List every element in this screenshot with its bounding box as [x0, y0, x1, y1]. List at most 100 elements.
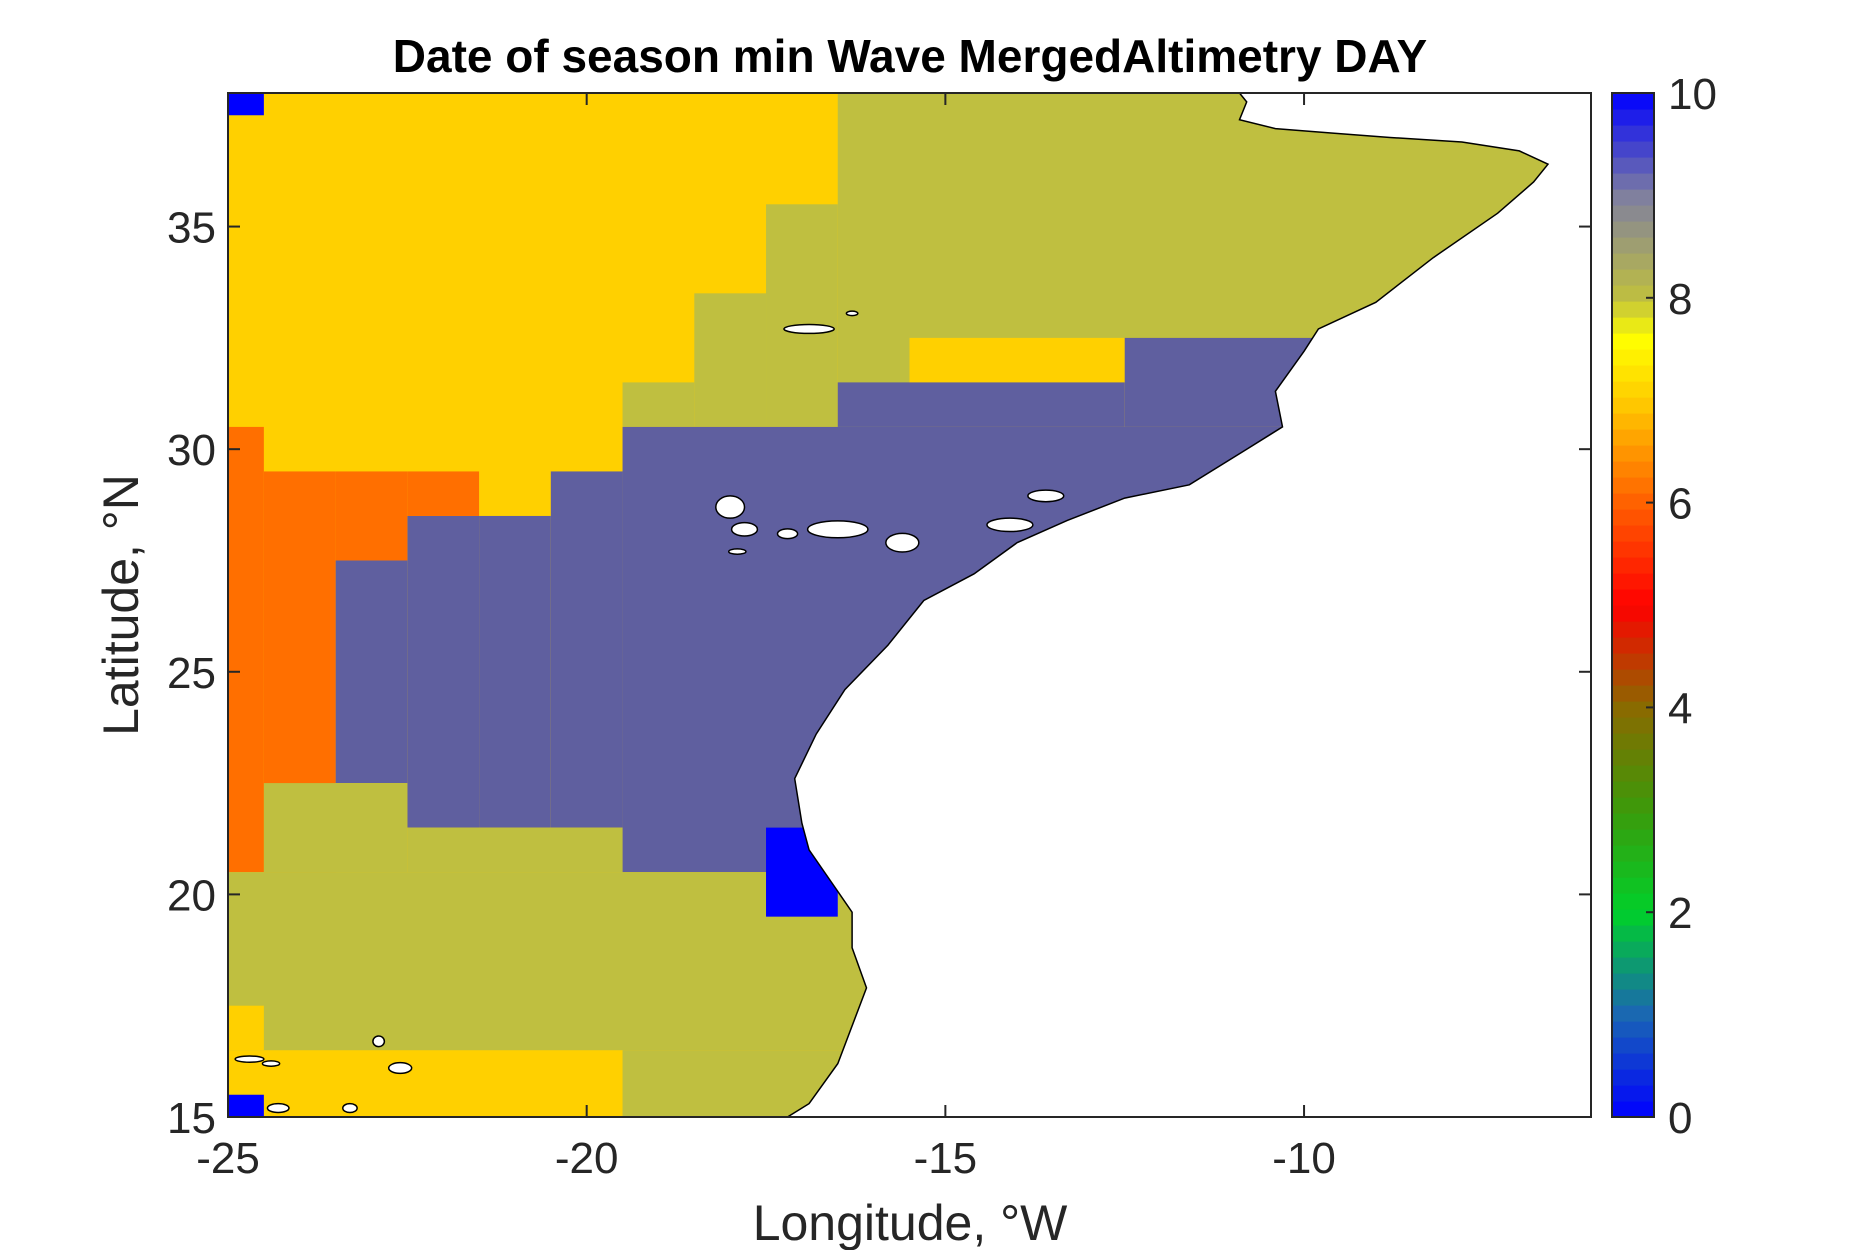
- colorbar-band: [1612, 365, 1654, 382]
- colorbar-tick-label: 10: [1668, 70, 1717, 119]
- colorbar-band: [1612, 445, 1654, 462]
- island-5: [986, 517, 1034, 533]
- colorbar-tick-label: 4: [1668, 684, 1692, 733]
- region-cell-15: [335, 471, 408, 561]
- region-cell-23: [228, 93, 264, 116]
- colorbar-band: [1612, 509, 1654, 526]
- colorbar-band: [1612, 589, 1654, 606]
- colorbar-band: [1612, 653, 1654, 670]
- colorbar-band: [1612, 493, 1654, 510]
- colorbar-band: [1612, 973, 1654, 990]
- region-cell-13: [228, 426, 264, 873]
- colorbar-band: [1612, 989, 1654, 1006]
- colorbar-band: [1612, 525, 1654, 542]
- island-2: [776, 528, 799, 540]
- region-cell-11: [407, 515, 480, 828]
- colorbar-band: [1612, 349, 1654, 366]
- region-cell-12: [335, 560, 408, 784]
- colorbar-band: [1612, 333, 1654, 350]
- colorbar-band: [1612, 397, 1654, 414]
- x-tick-label: -15: [914, 1134, 978, 1183]
- colorbar-band: [1612, 829, 1654, 846]
- island-0: [715, 495, 746, 519]
- colorbar-band: [1612, 845, 1654, 862]
- x-tick-label: -10: [1272, 1134, 1336, 1183]
- x-tick-label: -25: [196, 1134, 260, 1183]
- colorbar-band: [1612, 221, 1654, 238]
- region-cell-5: [622, 382, 695, 427]
- colorbar-ticks: 0 2 4 6 8 10: [1646, 70, 1717, 1143]
- colorbar-band: [1612, 173, 1654, 190]
- plot-frame: [227, 92, 1592, 1118]
- island-7: [727, 548, 747, 555]
- colorbar-band: [1612, 157, 1654, 174]
- colorbar-band: [1612, 637, 1654, 654]
- colorbar: 0 2 4 6 8 10: [1611, 70, 1717, 1143]
- colorbar-tick-label: 2: [1668, 889, 1692, 938]
- x-tick-label: -20: [555, 1134, 619, 1183]
- land-layer: [234, 93, 1591, 1117]
- colorbar-band: [1612, 1021, 1654, 1038]
- region-cell-21: [228, 1005, 264, 1051]
- y-tick-label: 20: [167, 871, 216, 920]
- colorbar-frame: [1611, 92, 1655, 1118]
- colorbar-band: [1612, 1101, 1654, 1118]
- plot-area: [228, 93, 1591, 1117]
- island-11: [261, 1060, 281, 1067]
- y-tick-label: 15: [167, 1094, 216, 1143]
- land-mass: [786, 93, 1591, 1117]
- colorbar-band: [1612, 237, 1654, 254]
- y-axis: 15 20 25 30 35: [167, 204, 1591, 1143]
- region-cell-2: [837, 93, 910, 427]
- colorbar-band: [1612, 813, 1654, 830]
- colorbar-band: [1612, 573, 1654, 590]
- x-axis-label: Longitude, °W: [753, 1195, 1068, 1250]
- colorbar-band: [1612, 621, 1654, 638]
- colorbar-band: [1612, 717, 1654, 734]
- colorbar-band: [1612, 957, 1654, 974]
- region-cell-18: [263, 783, 408, 873]
- island-13: [387, 1061, 413, 1075]
- colorbar-band: [1612, 605, 1654, 622]
- region-cell-9: [550, 471, 623, 828]
- region-cell-10: [479, 515, 551, 828]
- island-9: [845, 310, 859, 317]
- colorbar-band: [1612, 925, 1654, 942]
- colorbar-band: [1612, 381, 1654, 398]
- colorbar-band: [1612, 301, 1654, 318]
- colorbar-band: [1612, 541, 1654, 558]
- colorbar-band: [1612, 1037, 1654, 1054]
- colorbar-band: [1612, 669, 1654, 686]
- colorbar-band: [1612, 189, 1654, 206]
- x-axis: -25 -20 -15 -10: [196, 93, 1336, 1183]
- island-8: [783, 323, 835, 335]
- colorbar-band: [1612, 461, 1654, 478]
- y-tick-label: 25: [167, 649, 216, 698]
- colorbar-band: [1612, 1069, 1654, 1086]
- colorbar-band: [1612, 701, 1654, 718]
- colorbar-band: [1612, 877, 1654, 894]
- region-cell-3: [766, 204, 838, 427]
- colorbar-band: [1612, 477, 1654, 494]
- colorbar-band: [1612, 1085, 1654, 1102]
- colorbar-band: [1612, 269, 1654, 286]
- island-3: [806, 520, 869, 539]
- region-cell-24: [228, 1094, 264, 1117]
- colorbar-tick-label: 0: [1668, 1094, 1692, 1143]
- y-tick-label: 35: [167, 204, 216, 253]
- y-axis-label: Latitude, °N: [93, 474, 149, 736]
- colorbar-band: [1612, 1005, 1654, 1022]
- colorbar-band: [1612, 205, 1654, 222]
- colorbar-band: [1612, 413, 1654, 430]
- colorbar-band: [1612, 1053, 1654, 1070]
- island-10: [234, 1055, 265, 1063]
- island-12: [372, 1035, 386, 1048]
- colorbar-band: [1612, 941, 1654, 958]
- colorbar-band: [1612, 909, 1654, 926]
- colorbar-band: [1612, 557, 1654, 574]
- region-cell-19: [407, 827, 623, 873]
- colorbar-band: [1612, 429, 1654, 446]
- colorbar-band: [1612, 317, 1654, 334]
- colorbar-band: [1612, 733, 1654, 750]
